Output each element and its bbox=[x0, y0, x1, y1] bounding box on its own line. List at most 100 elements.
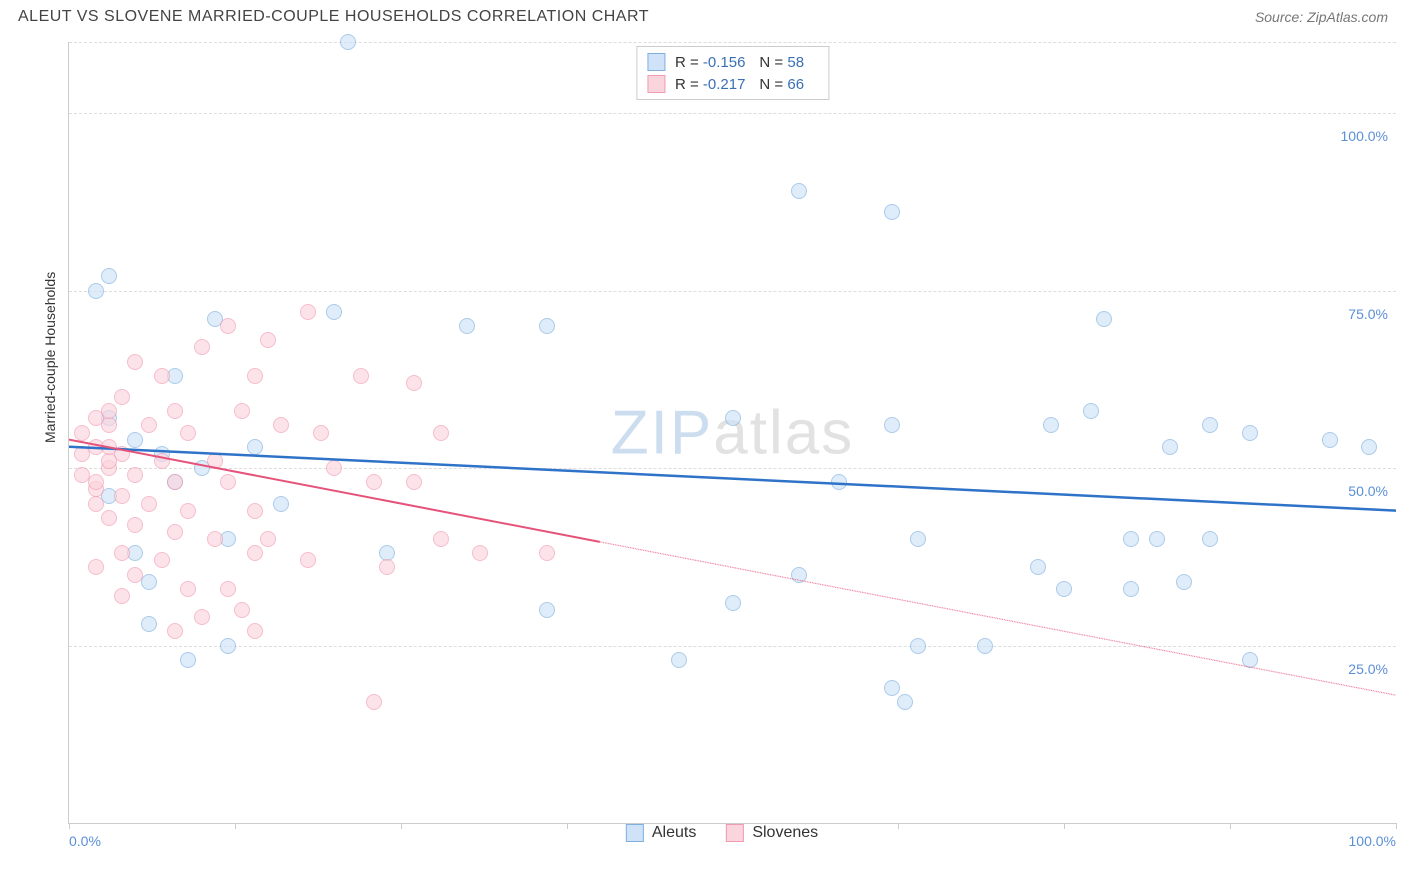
n-label-1: N = bbox=[759, 76, 787, 93]
scatter-point bbox=[300, 552, 316, 568]
scatter-point bbox=[114, 488, 130, 504]
scatter-point bbox=[366, 474, 382, 490]
scatter-point bbox=[1123, 581, 1139, 597]
watermark: ZIPatlas bbox=[611, 397, 854, 468]
watermark-left: ZIP bbox=[611, 398, 713, 467]
scatter-point bbox=[1242, 652, 1258, 668]
scatter-point bbox=[353, 368, 369, 384]
scatter-point bbox=[1361, 439, 1377, 455]
chart-container: Married-couple Households ZIPatlas R = -… bbox=[48, 42, 1396, 844]
scatter-point bbox=[1162, 439, 1178, 455]
scatter-point bbox=[725, 595, 741, 611]
scatter-point bbox=[1056, 581, 1072, 597]
scatter-point bbox=[1322, 432, 1338, 448]
scatter-point bbox=[180, 652, 196, 668]
scatter-point bbox=[1242, 425, 1258, 441]
chart-title: ALEUT VS SLOVENE MARRIED-COUPLE HOUSEHOL… bbox=[18, 8, 649, 26]
scatter-point bbox=[831, 474, 847, 490]
scatter-point bbox=[194, 339, 210, 355]
scatter-point bbox=[340, 34, 356, 50]
scatter-point bbox=[406, 375, 422, 391]
scatter-point bbox=[897, 694, 913, 710]
scatter-point bbox=[207, 531, 223, 547]
y-tick-label: 50.0% bbox=[1348, 483, 1388, 499]
scatter-point bbox=[220, 638, 236, 654]
scatter-point bbox=[88, 283, 104, 299]
scatter-point bbox=[433, 425, 449, 441]
r-value-0: -0.156 bbox=[703, 54, 746, 71]
scatter-point bbox=[910, 638, 926, 654]
plot-area: ZIPatlas R = -0.156N = 58 R = -0.217N = … bbox=[68, 42, 1396, 824]
scatter-point bbox=[101, 268, 117, 284]
scatter-point bbox=[539, 602, 555, 618]
scatter-point bbox=[433, 531, 449, 547]
legend-swatch-1 bbox=[647, 75, 665, 93]
y-tick-label: 100.0% bbox=[1341, 128, 1388, 144]
legend-series: Aleuts Slovenes bbox=[626, 824, 818, 842]
scatter-point bbox=[180, 503, 196, 519]
scatter-point bbox=[459, 318, 475, 334]
scatter-point bbox=[300, 304, 316, 320]
x-tick bbox=[898, 823, 899, 829]
x-tick bbox=[567, 823, 568, 829]
x-tick bbox=[235, 823, 236, 829]
scatter-point bbox=[539, 545, 555, 561]
y-tick-label: 75.0% bbox=[1348, 306, 1388, 322]
scatter-point bbox=[167, 403, 183, 419]
scatter-point bbox=[406, 474, 422, 490]
scatter-point bbox=[74, 467, 90, 483]
r-label-0: R = bbox=[675, 54, 703, 71]
y-tick-label: 25.0% bbox=[1348, 661, 1388, 677]
scatter-point bbox=[725, 410, 741, 426]
legend-stats-row-0: R = -0.156N = 58 bbox=[647, 51, 818, 73]
source-label: Source: ZipAtlas.com bbox=[1255, 9, 1388, 25]
scatter-point bbox=[1096, 311, 1112, 327]
scatter-point bbox=[141, 616, 157, 632]
scatter-point bbox=[127, 567, 143, 583]
n-value-1: 66 bbox=[787, 76, 804, 93]
legend-item-1: Slovenes bbox=[726, 824, 818, 842]
scatter-point bbox=[1149, 531, 1165, 547]
scatter-point bbox=[127, 517, 143, 533]
x-tick bbox=[1396, 823, 1397, 829]
scatter-point bbox=[247, 545, 263, 561]
legend-label-1: Slovenes bbox=[752, 824, 818, 842]
gridline bbox=[69, 468, 1396, 469]
watermark-right: atlas bbox=[713, 398, 854, 467]
n-value-0: 58 bbox=[787, 54, 804, 71]
scatter-point bbox=[101, 403, 117, 419]
x-tick-label: 100.0% bbox=[1349, 833, 1396, 849]
scatter-point bbox=[167, 474, 183, 490]
legend-stats: R = -0.156N = 58 R = -0.217N = 66 bbox=[636, 46, 829, 100]
scatter-point bbox=[167, 623, 183, 639]
scatter-point bbox=[910, 531, 926, 547]
scatter-point bbox=[273, 417, 289, 433]
scatter-point bbox=[220, 581, 236, 597]
scatter-point bbox=[977, 638, 993, 654]
scatter-point bbox=[101, 453, 117, 469]
scatter-point bbox=[791, 183, 807, 199]
trend-lines bbox=[69, 42, 1396, 823]
scatter-point bbox=[247, 439, 263, 455]
x-tick-label: 0.0% bbox=[69, 833, 101, 849]
scatter-point bbox=[1083, 403, 1099, 419]
scatter-point bbox=[194, 609, 210, 625]
scatter-point bbox=[1030, 559, 1046, 575]
scatter-point bbox=[220, 318, 236, 334]
scatter-point bbox=[88, 559, 104, 575]
scatter-point bbox=[313, 425, 329, 441]
scatter-point bbox=[326, 304, 342, 320]
scatter-point bbox=[220, 474, 236, 490]
scatter-point bbox=[1202, 417, 1218, 433]
legend-item-0: Aleuts bbox=[626, 824, 696, 842]
scatter-point bbox=[260, 332, 276, 348]
legend-bottom-swatch-1 bbox=[726, 824, 744, 842]
scatter-point bbox=[234, 403, 250, 419]
y-axis-label: Married-couple Households bbox=[42, 272, 58, 443]
scatter-point bbox=[791, 567, 807, 583]
scatter-point bbox=[326, 460, 342, 476]
scatter-point bbox=[154, 552, 170, 568]
x-tick bbox=[1230, 823, 1231, 829]
legend-bottom-swatch-0 bbox=[626, 824, 644, 842]
scatter-point bbox=[154, 368, 170, 384]
